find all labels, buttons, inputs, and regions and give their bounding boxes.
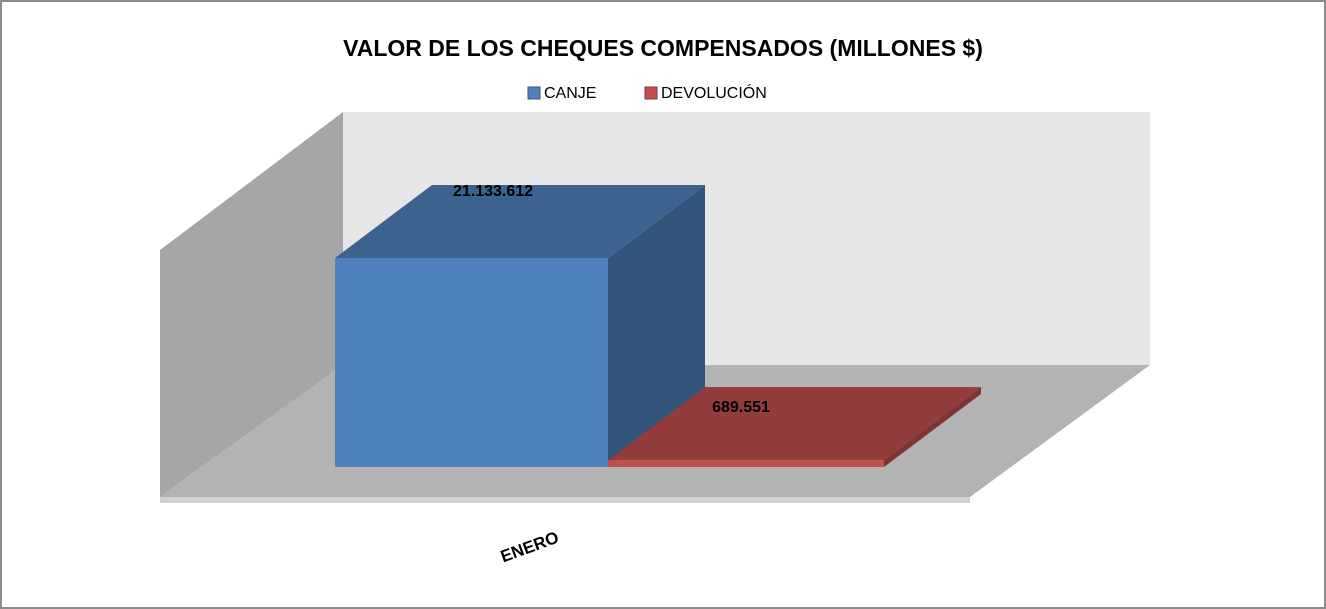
data-label: 689.551 bbox=[712, 399, 770, 416]
bar bbox=[608, 460, 884, 467]
bar-top bbox=[335, 185, 705, 258]
legend-label: CANJE bbox=[544, 85, 596, 102]
legend-swatch bbox=[644, 86, 658, 100]
side-wall bbox=[160, 112, 343, 497]
data-label: 21.133.612 bbox=[453, 183, 533, 200]
floor-edge bbox=[160, 497, 970, 503]
chart-title: VALOR DE LOS CHEQUES COMPENSADOS (MILLON… bbox=[343, 35, 983, 61]
legend-label: DEVOLUCIÓN bbox=[661, 83, 767, 102]
legend-swatch bbox=[527, 86, 541, 100]
bar-side bbox=[608, 185, 705, 467]
bar-top bbox=[608, 387, 981, 461]
bar-side bbox=[884, 387, 981, 467]
bar bbox=[335, 258, 608, 467]
